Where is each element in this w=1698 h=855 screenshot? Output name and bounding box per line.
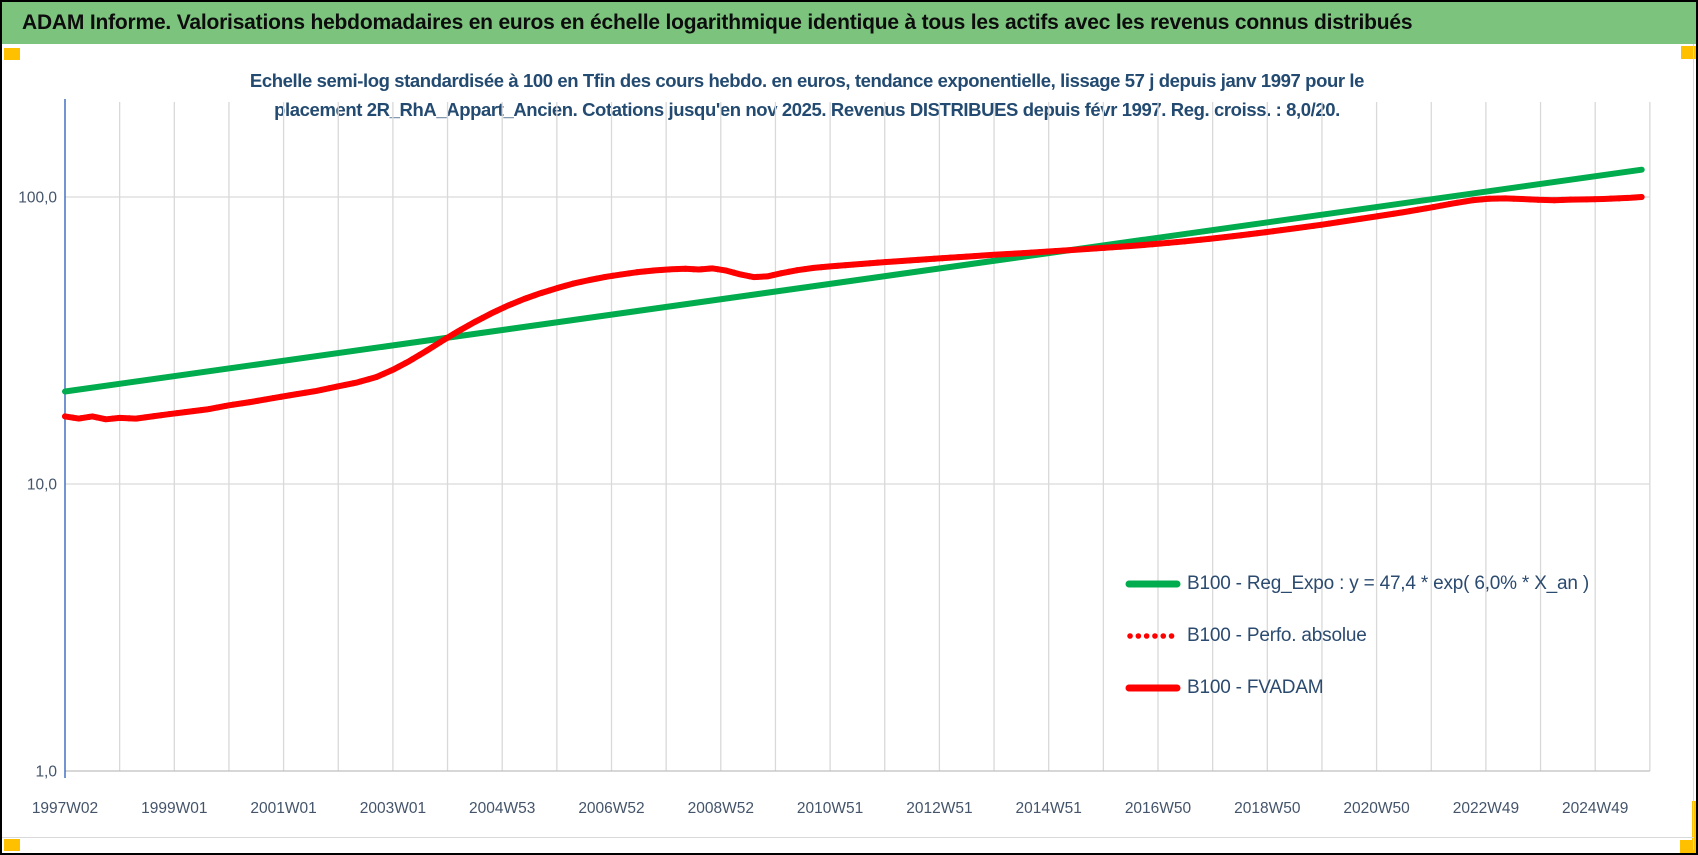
chart-title-line1: Echelle semi-log standardisée à 100 en T… xyxy=(249,70,1365,91)
x-axis-tick-label: 1997W02 xyxy=(32,800,98,817)
chart-frame-bottom-border xyxy=(2,837,1693,838)
chart-frame-right-border xyxy=(1693,44,1694,850)
x-axis-tick-label: 2003W01 xyxy=(360,800,426,817)
series-b100-perfo-absolue xyxy=(62,194,1645,423)
x-axis-tick-label: 2008W52 xyxy=(688,800,754,817)
legend-item-perfo-absolue[interactable]: B100 - Perfo. absolue xyxy=(1125,624,1589,648)
chart-title-line2: placement 2R_RhA_Appart_Ancien. Cotation… xyxy=(274,99,1340,120)
legend-label-perfo-absolue: B100 - Perfo. absolue xyxy=(1187,625,1367,646)
handle-bottom-right[interactable] xyxy=(1680,840,1696,853)
x-axis-tick-label: 2024W49 xyxy=(1562,800,1628,817)
green-solid-line-swatch xyxy=(1125,580,1181,588)
chart-legend[interactable]: B100 - Reg_Expo : y = 47,4 * exp( 6,0% *… xyxy=(1125,572,1589,700)
y-axis-tick-label: 1,0 xyxy=(35,764,57,781)
handle-top-right[interactable] xyxy=(1681,46,1696,59)
x-axis-tick-label: 2012W51 xyxy=(906,800,972,817)
legend-label-fvadam: B100 - FVADAM xyxy=(1187,677,1324,698)
x-axis-tick-label: 2016W50 xyxy=(1125,800,1192,817)
x-axis-tick-label: 2010W51 xyxy=(797,800,863,817)
page-header-text: ADAM Informe. Valorisations hebdomadaire… xyxy=(22,11,1413,34)
x-axis-tick-label: 2006W52 xyxy=(578,800,644,817)
series-b100-fvadam xyxy=(62,194,1645,423)
page-header-banner: ADAM Informe. Valorisations hebdomadaire… xyxy=(2,2,1696,44)
x-axis-tick-label: 2018W50 xyxy=(1234,800,1301,817)
red-solid-line-swatch xyxy=(1125,684,1181,692)
y-axis-tick-label: 100,0 xyxy=(18,190,57,207)
handle-top-left[interactable] xyxy=(4,48,20,60)
red-dotted-line-swatch xyxy=(1127,633,1181,639)
x-axis-tick-label: 1999W01 xyxy=(141,800,207,817)
series-b100-reg-expo-y-47-4-exp-6-0-x-an xyxy=(62,166,1645,395)
x-axis-tick-label: 2014W51 xyxy=(1016,800,1082,817)
legend-item-fvadam[interactable]: B100 - FVADAM xyxy=(1125,676,1589,700)
x-axis-tick-label: 2004W53 xyxy=(469,800,535,817)
legend-item-reg-expo[interactable]: B100 - Reg_Expo : y = 47,4 * exp( 6,0% *… xyxy=(1125,572,1589,596)
chart-title: Echelle semi-log standardisée à 100 en T… xyxy=(2,66,1612,124)
x-axis-tick-label: 2020W50 xyxy=(1343,800,1410,817)
x-axis-tick-label: 2022W49 xyxy=(1453,800,1519,817)
y-axis-tick-label: 10,0 xyxy=(27,477,58,494)
handle-bottom-right-vertical[interactable] xyxy=(1692,801,1696,853)
x-axis-tick-label: 2001W01 xyxy=(250,800,316,817)
legend-label-reg-expo: B100 - Reg_Expo : y = 47,4 * exp( 6,0% *… xyxy=(1187,573,1589,594)
handle-bottom-left[interactable] xyxy=(4,839,20,851)
